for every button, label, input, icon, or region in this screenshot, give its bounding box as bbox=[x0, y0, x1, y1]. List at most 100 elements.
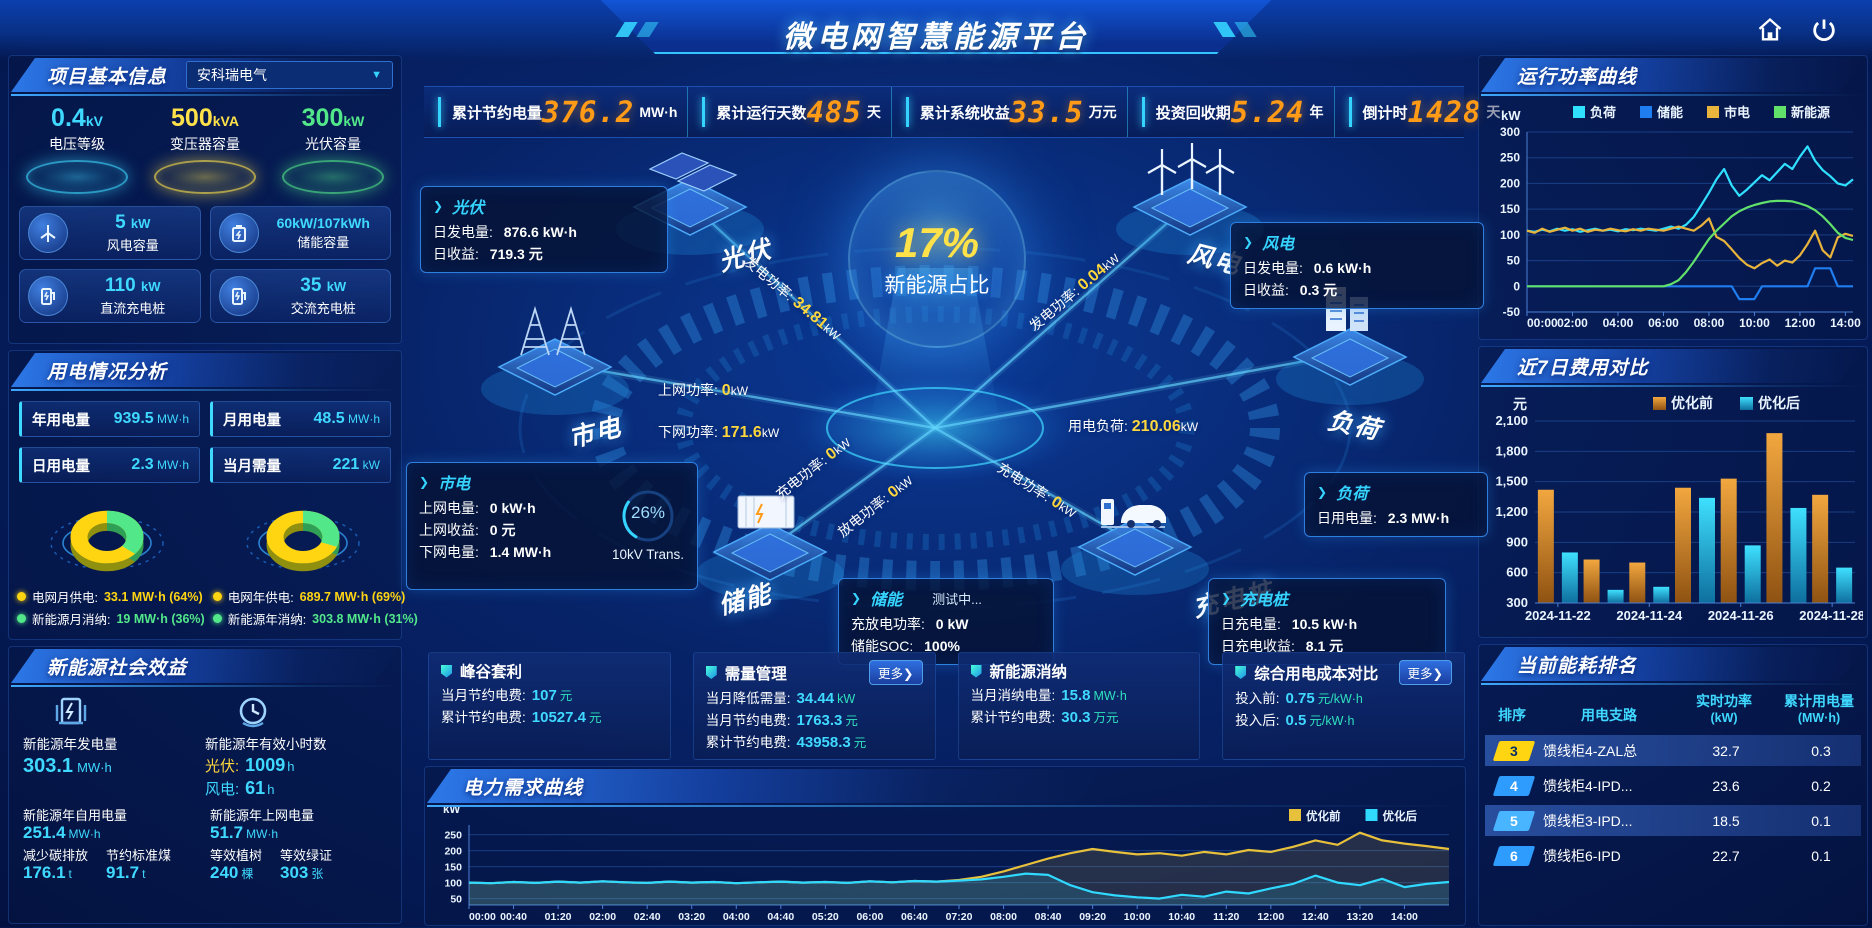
usage-stat-2: 日用电量 2.3 MW·h bbox=[19, 447, 200, 483]
panel-corner-icon bbox=[433, 772, 448, 787]
panel-benefit-title: 新能源社会效益 bbox=[47, 657, 188, 679]
grid-node-icon bbox=[520, 305, 586, 356]
panel-cost-compare: 近7日费用对比 元 300 600 900 1,200 1,500 1,800 … bbox=[1478, 346, 1868, 638]
benefit-bottom-stats: 新能源年自用电量 251.4 MW·h 新能源年上网电量 51.7 MW·h 减少碳排放… bbox=[9, 799, 401, 883]
transformer-load-pct: 26% bbox=[630, 503, 666, 522]
storage-node[interactable] bbox=[696, 495, 844, 600]
donut-legend-item-3: 新能源年消纳: 303.8 MW·h (31%) bbox=[212, 609, 418, 628]
legend-dot bbox=[212, 592, 222, 601]
svg-text:2,100: 2,100 bbox=[1495, 413, 1528, 428]
arrow-icon: ❯ bbox=[1243, 235, 1254, 249]
svg-text:14:00: 14:00 bbox=[1830, 316, 1861, 330]
wind-box-title: 风电 bbox=[1262, 236, 1295, 253]
podium-2: 300kW 光伏容量 bbox=[273, 104, 393, 194]
info-row-0: 日充电量: 10.5 kW·h bbox=[1221, 616, 1358, 632]
svg-text:12:00: 12:00 bbox=[1785, 316, 1816, 330]
power-button[interactable] bbox=[1806, 14, 1842, 48]
flag-icon bbox=[970, 664, 982, 678]
svg-text:100: 100 bbox=[444, 878, 462, 890]
gauge-ring bbox=[622, 490, 674, 542]
grid-box-title: 市电 bbox=[438, 476, 471, 493]
svg-text:04:00: 04:00 bbox=[1603, 316, 1634, 330]
info-row-0: 日用电量: 2.3 MW·h bbox=[1317, 510, 1450, 526]
more-button-1[interactable]: 更多❯ bbox=[869, 660, 923, 685]
panel-cost-title: 近7日费用对比 bbox=[1517, 357, 1649, 379]
donut-legend-item-0: 电网月供电: 33.1 MW·h (64%) bbox=[17, 587, 205, 606]
panel-corner-icon bbox=[17, 652, 32, 667]
year-mix-donut bbox=[246, 510, 360, 572]
svg-text:50: 50 bbox=[450, 894, 462, 906]
panel-corner-icon bbox=[1487, 650, 1502, 665]
rank-badge: 5 bbox=[1492, 810, 1536, 831]
svg-text:200: 200 bbox=[1500, 176, 1520, 190]
svg-text:优化后: 优化后 bbox=[1758, 395, 1800, 411]
panel-usage-header: 用电情况分析 bbox=[11, 353, 399, 387]
panel-energy-ranking: 当前能耗排名 排序 用电支路 实时功率 (kW) 累计用电量 (MW·h) 3 馈线… bbox=[1478, 644, 1868, 926]
header-deco-left bbox=[615, 22, 659, 37]
header-band bbox=[600, 0, 1272, 54]
svg-text:13:20: 13:20 bbox=[1346, 911, 1373, 923]
capacity-chip-2: 110 kW 直流充电桩 bbox=[19, 269, 201, 323]
pv-info-box: ❯ 光伏 日发电量: 876.6 kW·h 日收益: 719.3 元 bbox=[420, 186, 668, 273]
svg-text:储能: 储能 bbox=[1656, 105, 1683, 120]
svg-text:50: 50 bbox=[1507, 254, 1521, 268]
renewable-share-value: 17% bbox=[894, 219, 980, 266]
app-title: 微电网智慧能源平台 bbox=[783, 21, 1089, 54]
flag-icon bbox=[1235, 666, 1247, 679]
svg-text:kW: kW bbox=[443, 807, 460, 816]
flag-icon bbox=[705, 666, 717, 679]
rank-col-1: 用电支路 bbox=[1581, 707, 1637, 723]
header-deco-right bbox=[1213, 22, 1257, 37]
ranking-table-header: 排序 用电支路 实时功率 (kW) 累计用电量 (MW·h) bbox=[1479, 681, 1867, 731]
benefit-bottom-2: 减少碳排放 176.1 t 节约标准煤 91.7 t bbox=[23, 848, 172, 882]
panel-power-header: 运行功率曲线 bbox=[1481, 58, 1865, 92]
arrow-icon: ❯ bbox=[851, 591, 862, 605]
home-icon bbox=[1758, 17, 1782, 40]
svg-text:元: 元 bbox=[1513, 396, 1527, 412]
wind-node[interactable] bbox=[1116, 143, 1264, 255]
panel-project-info: 项目基本信息 安科瑞电气 ▼ 0.4kV 电压等级 500kVA 变压器容量 3… bbox=[8, 55, 402, 344]
company-selector[interactable]: 安科瑞电气 ▼ bbox=[186, 61, 393, 89]
panel-benefit-header: 新能源社会效益 bbox=[11, 649, 399, 683]
flow-label-2: 下网功率: 171.6kW bbox=[658, 424, 780, 441]
svg-text:00:40: 00:40 bbox=[500, 911, 527, 923]
svg-text:09:20: 09:20 bbox=[1079, 911, 1106, 923]
panel-ranking-title: 当前能耗排名 bbox=[1517, 655, 1638, 677]
arrow-icon: ❯ bbox=[1317, 485, 1328, 499]
storage-status-badge: 测试中... bbox=[932, 591, 982, 607]
rank-row-5[interactable]: 5 馈线柜3-IPD... 18.5 0.1 bbox=[1485, 805, 1861, 836]
microgrid-scene: 17% 新能源占比 光伏风电市电负荷储能充电桩 发电功率: 34.81kW 上网… bbox=[400, 118, 1475, 663]
svg-text:02:00: 02:00 bbox=[1557, 316, 1588, 330]
podium-glow bbox=[154, 160, 256, 194]
pv-box-title: 光伏 bbox=[452, 200, 485, 217]
svg-text:负荷: 负荷 bbox=[1590, 105, 1616, 120]
info-row-1: 日收益: 0.3 元 bbox=[1243, 282, 1338, 298]
rank-row-6[interactable]: 6 馈线柜6-IPD 22.7 0.1 bbox=[1485, 840, 1861, 871]
generation-icon bbox=[55, 697, 87, 725]
energy-mix-legend: 电网月供电: 33.1 MW·h (64%) 电网年供电: 689.7 MW·h… bbox=[9, 585, 418, 628]
pile-node[interactable] bbox=[1061, 499, 1209, 595]
power-curve-chart: kW 300 250 200 150 100 50 0 -50 00:00 02… bbox=[1479, 92, 1867, 341]
load-info-box: ❯ 负荷 日用电量: 2.3 MW·h bbox=[1304, 472, 1488, 537]
svg-text:300: 300 bbox=[1506, 595, 1528, 610]
svg-text:07:20: 07:20 bbox=[946, 911, 973, 923]
usage-stat-0: 年用电量 939.5 MW·h bbox=[19, 401, 200, 437]
home-button[interactable] bbox=[1752, 14, 1788, 48]
more-button-3[interactable]: 更多❯ bbox=[1398, 660, 1452, 685]
panel-usage-analysis: 用电情况分析 年用电量 939.5 MW·h 月用电量 48.5 MW·h 日用… bbox=[8, 350, 418, 640]
pile-info-box: ❯ 充电桩 日充电量: 10.5 kW·h 日充电收益: 8.1 元 bbox=[1208, 578, 1446, 665]
arrow-icon: ❯ bbox=[433, 199, 444, 213]
info-row-0: 上网电量: 0 kW·h bbox=[419, 500, 536, 516]
podium-1: 500kVA 变压器容量 bbox=[145, 104, 265, 194]
rank-row-3[interactable]: 3 馈线柜4-ZAL总 32.7 0.3 bbox=[1485, 735, 1861, 766]
chart-cost: 元 300 600 900 1,200 1,500 1,800 2,100 20… bbox=[1495, 395, 1865, 623]
rank-row-4[interactable]: 4 馈线柜4-IPD... 23.6 0.2 bbox=[1485, 770, 1861, 801]
info-row-0: 日发电量: 0.6 kW·h bbox=[1243, 260, 1372, 276]
usage-stat-1: 月用电量 48.5 MW·h bbox=[210, 401, 391, 437]
arrow-icon: ❯ bbox=[419, 475, 430, 489]
summary-cards-row: 峰谷套利 当月节约电费: 107 元累计节约电费: 10527.4 元 需量管理 更多❯… bbox=[428, 652, 1465, 760]
storage-node-icon bbox=[737, 495, 795, 529]
panel-power-curve: 运行功率曲线 kW 300 250 200 150 100 50 0 -50 0… bbox=[1478, 55, 1868, 340]
grid-node[interactable] bbox=[481, 305, 629, 415]
